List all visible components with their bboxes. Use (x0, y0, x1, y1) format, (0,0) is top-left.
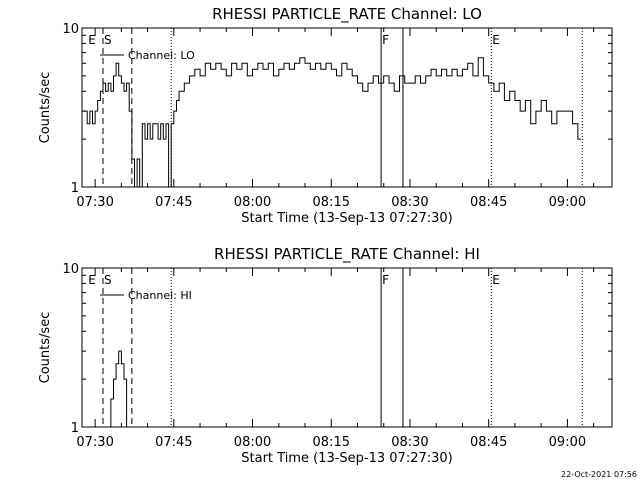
event-marker-label: E (88, 273, 96, 287)
data-series-line (82, 57, 581, 188)
hi-channel-panel: RHESSI PARTICLE_RATE Channel: HI 1 10 Count… (38, 245, 613, 466)
x-tick-label: 08:45 (470, 435, 507, 450)
event-marker-label: E (492, 273, 500, 287)
x-tick-label: 07:45 (155, 195, 192, 210)
y-axis-label: Counts/sec (38, 312, 53, 384)
x-tick-label: 08:45 (470, 195, 507, 210)
legend-label: Channel: LO (128, 49, 195, 62)
x-tick-label: 08:00 (234, 435, 271, 450)
y-tick-label: 10 (62, 22, 79, 37)
x-axis-label: Start Time (13-Sep-13 07:27:30) (241, 451, 452, 466)
y-tick-label: 1 (71, 421, 79, 436)
x-tick-label: 08:00 (234, 195, 271, 210)
y-axis-label: Counts/sec (38, 72, 53, 144)
plot-frame (81, 27, 613, 188)
event-marker-label: S (104, 273, 112, 287)
x-tick-label: 07:30 (76, 195, 113, 210)
x-tick-label: 07:30 (76, 435, 113, 450)
x-tick-label: 08:15 (313, 435, 350, 450)
plot-frame (81, 267, 613, 428)
x-tick-label: 09:00 (549, 435, 586, 450)
x-tick-label: 08:15 (313, 195, 350, 210)
event-marker-label: F (382, 273, 389, 287)
y-tick-label: 1 (71, 181, 79, 196)
x-tick-label: 08:30 (391, 435, 428, 450)
footer-timestamp: 22-Oct-2021 07:56 (561, 470, 637, 479)
y-tick-label: 10 (62, 262, 79, 277)
event-marker-label: S (104, 33, 112, 47)
data-series-line (108, 350, 130, 428)
x-tick-label: 09:00 (549, 195, 586, 210)
lo-channel-panel: RHESSI PARTICLE_RATE Channel: LO 1 10 Count… (38, 5, 613, 226)
legend-label: Channel: HI (128, 289, 192, 302)
chart-title: RHESSI PARTICLE_RATE Channel: HI (214, 245, 480, 264)
event-marker-label: E (492, 33, 500, 47)
chart-title: RHESSI PARTICLE_RATE Channel: LO (212, 5, 482, 24)
x-tick-label: 08:30 (391, 195, 428, 210)
event-marker-label: F (382, 33, 389, 47)
x-axis-label: Start Time (13-Sep-13 07:27:30) (241, 211, 452, 226)
event-marker-label: E (88, 33, 96, 47)
x-tick-label: 07:45 (155, 435, 192, 450)
